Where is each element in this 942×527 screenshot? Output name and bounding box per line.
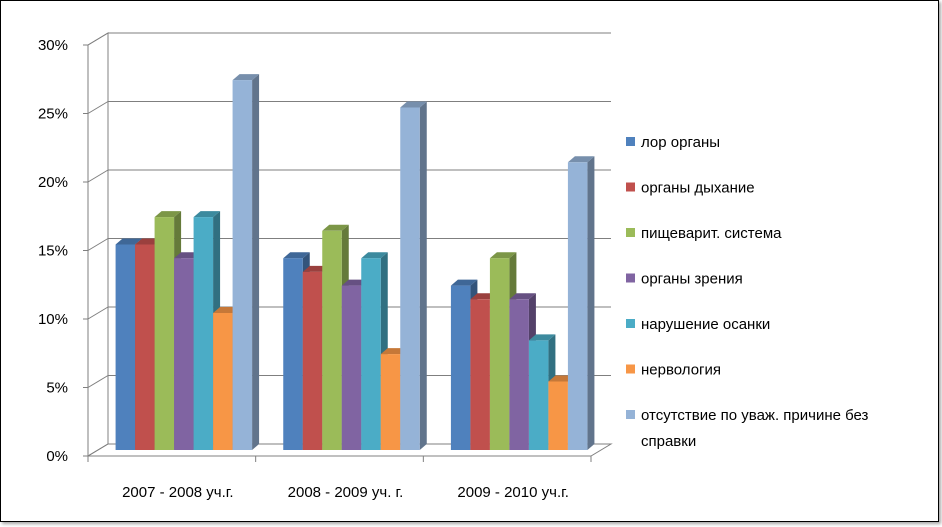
- legend-item: лор органы: [626, 134, 720, 151]
- legend-label: отсутствие по уваж. причине без: [641, 407, 869, 424]
- bar-front: [232, 80, 253, 450]
- bar-front: [361, 258, 381, 450]
- bar-front: [489, 258, 510, 450]
- gridline-side: [87, 101, 109, 114]
- bar-top: [361, 252, 388, 259]
- bar-top: [489, 252, 517, 259]
- bar-front: [341, 285, 362, 450]
- bar-top: [232, 74, 260, 81]
- bar-front: [213, 313, 233, 450]
- bars: [115, 74, 595, 451]
- bar-top: [450, 279, 478, 286]
- bar-front: [450, 285, 471, 450]
- gridline-side: [87, 375, 109, 388]
- gridline-side: [87, 443, 109, 457]
- legend-item: отсутствие по уваж. причине без справки: [626, 407, 869, 450]
- bar-top: [322, 224, 349, 231]
- bar-front: [302, 271, 323, 450]
- legend-item: пищеварит. система: [626, 225, 782, 242]
- bar-front: [283, 258, 303, 450]
- legend-item: нервология: [626, 362, 721, 379]
- bar-side: [252, 74, 260, 450]
- y-tick-label: 15%: [38, 243, 68, 260]
- bar-top: [400, 101, 427, 108]
- bar-front: [135, 244, 155, 450]
- y-tick-label: 10%: [38, 311, 68, 328]
- bar-top: [193, 211, 221, 218]
- legend-label: пищеварит. система: [641, 225, 782, 242]
- gridline-side: [87, 32, 109, 46]
- legend-label: органы зрения: [641, 271, 743, 288]
- legend-label: нервология: [641, 362, 721, 379]
- bar-top: [154, 211, 182, 218]
- bar-top: [283, 252, 310, 259]
- bar-front: [193, 217, 214, 450]
- gridline-side: [87, 238, 109, 251]
- bar: [232, 74, 260, 450]
- legend-label: лор органы: [641, 134, 720, 151]
- y-tick-label: 25%: [38, 106, 68, 123]
- legend-swatch: [626, 182, 635, 192]
- bar-top: [509, 293, 536, 300]
- bar-top: [528, 334, 556, 341]
- category-label: 2008 - 2009 уч. г.: [288, 484, 404, 501]
- legend-swatch: [626, 137, 635, 146]
- legend-swatch: [626, 228, 635, 237]
- bar-side: [587, 156, 595, 451]
- bar: [567, 156, 595, 451]
- bar-front: [528, 340, 549, 450]
- legend-swatch: [626, 319, 635, 328]
- y-tick-label: 5%: [46, 380, 68, 397]
- bar-front: [548, 381, 568, 450]
- category-label: 2007 - 2008 уч.г.: [122, 484, 234, 501]
- legend-item: органы дыхание: [626, 180, 755, 197]
- bar-front: [322, 230, 342, 450]
- bar-front: [470, 299, 490, 450]
- bar-front: [115, 244, 136, 450]
- bar-front: [154, 217, 175, 450]
- bar-front: [380, 354, 401, 450]
- category-label: 2009 - 2010 уч.г.: [457, 484, 569, 501]
- bar-front: [174, 258, 194, 450]
- legend-swatch: [626, 273, 635, 283]
- bar-front: [567, 162, 588, 451]
- bar-top: [567, 156, 595, 163]
- y-tick-label: 30%: [38, 37, 68, 54]
- bar-top: [115, 238, 143, 245]
- gridline-side: [87, 169, 109, 183]
- legend-label: справки: [641, 433, 696, 450]
- legend-label: нарушение осанки: [641, 316, 770, 333]
- legend: лор органы органы дыхание пищеварит. систе…: [626, 134, 869, 450]
- legend-item: нарушение осанки: [626, 316, 770, 333]
- legend-swatch: [626, 364, 635, 374]
- x-axis-category-labels: 2007 - 2008 уч.г. 2008 - 2009 уч. г. 2009 …: [122, 484, 569, 501]
- bar-front: [400, 107, 420, 450]
- y-tick-label: 0%: [46, 448, 68, 465]
- bar: [400, 101, 427, 450]
- bar-side: [419, 101, 427, 450]
- y-tick-label: 20%: [38, 174, 68, 191]
- legend-label: органы дыхание: [641, 180, 755, 197]
- legend-item: органы зрения: [626, 271, 743, 288]
- legend-swatch: [626, 410, 635, 419]
- gridline-side: [87, 306, 109, 320]
- y-axis-tick-labels: 0% 5% 10% 15% 20% 25% 30%: [38, 37, 68, 465]
- bar-front: [509, 299, 529, 450]
